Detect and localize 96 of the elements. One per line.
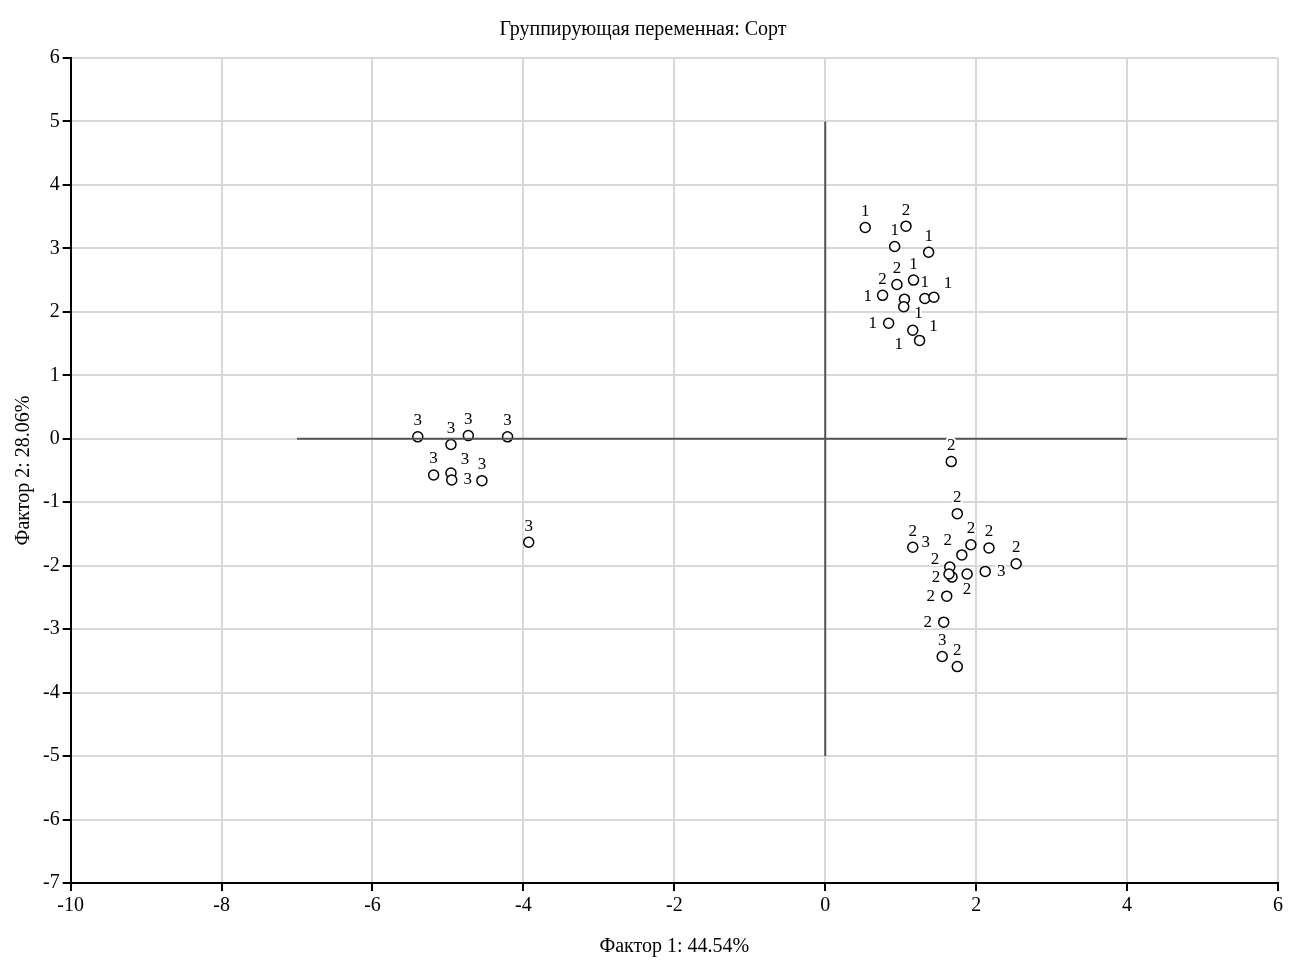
text: 1 (929, 315, 938, 335)
text: 2 (931, 566, 941, 586)
x-tick-label: -8 (213, 893, 230, 916)
series-label: 2 (962, 579, 972, 599)
point (876, 289, 889, 302)
text: 2 (892, 258, 902, 278)
point (888, 240, 901, 253)
point (445, 438, 457, 451)
y-tick-label: -2 (42, 552, 60, 575)
x-tick-label: -10 (57, 893, 84, 916)
y-tick-label: -6 (42, 806, 60, 829)
text: 1 (868, 312, 877, 332)
chart-title: Группирующая переменная: Сорт (499, 17, 787, 41)
x-tick-label: 0 (820, 893, 831, 916)
text: 1 (924, 225, 933, 245)
point (940, 590, 953, 602)
text: 2 (930, 549, 940, 569)
y-axis-title: Фактор 2: 28.06% (11, 395, 35, 546)
text: 1 (863, 286, 872, 306)
point (983, 542, 995, 554)
text: 3 (503, 410, 512, 430)
y-tick-label: 3 (49, 235, 60, 258)
text: 2 (943, 530, 953, 550)
text: 3 (477, 454, 487, 474)
point (1010, 558, 1022, 570)
point (907, 324, 919, 336)
point (859, 221, 871, 234)
point (937, 616, 950, 628)
point (913, 334, 926, 347)
text: 1 (894, 333, 904, 353)
text: 1 (860, 200, 870, 220)
text: 2 (953, 487, 962, 507)
point (928, 291, 940, 303)
y-tick-label: 2 (49, 299, 60, 322)
text: 2 (901, 199, 911, 219)
x-axis-title: Фактор 1: 44.54% (599, 934, 750, 958)
y-tick-label: 0 (49, 426, 60, 449)
series-label: 1 (914, 302, 923, 322)
text: 2 (953, 640, 962, 660)
y-tick-label: 5 (49, 108, 60, 131)
point (965, 539, 977, 551)
x-tick-label: -6 (364, 893, 381, 916)
text: 1 (943, 272, 953, 292)
point (427, 469, 440, 481)
x-tick-label: 2 (971, 893, 982, 916)
point (979, 565, 991, 578)
x-tick-label: -2 (665, 893, 683, 916)
text: 2 (926, 585, 935, 605)
point (907, 541, 919, 554)
text: 2 (878, 268, 887, 288)
y-tick-label: -1 (42, 489, 60, 512)
text: 2 (1011, 537, 1021, 557)
x-tick-label: 6 (1273, 893, 1283, 916)
text: 2 (908, 520, 918, 540)
y-tick-label: -5 (42, 743, 60, 766)
point (907, 274, 920, 286)
point (961, 568, 973, 580)
y-tick-label: 1 (49, 362, 60, 385)
text: 3 (464, 409, 473, 429)
point (936, 650, 948, 663)
x-tick-label: 4 (1122, 893, 1133, 916)
text: 3 (463, 469, 472, 489)
text: 3 (413, 410, 423, 430)
point (897, 301, 910, 313)
series-label: 3 (446, 417, 456, 437)
y-tick-label: 4 (49, 172, 60, 195)
point (445, 474, 458, 486)
point (919, 292, 931, 305)
point (951, 660, 964, 673)
x-tick-label: -4 (515, 893, 532, 916)
text: 3 (429, 448, 438, 468)
point (956, 549, 968, 561)
y-tick-label: -3 (42, 616, 60, 639)
text: 1 (890, 219, 899, 239)
point (922, 246, 935, 258)
text: 2 (947, 435, 956, 455)
text: 3 (937, 629, 947, 649)
text: 3 (524, 515, 533, 535)
point (891, 278, 903, 291)
text: 3 (460, 448, 470, 468)
text: 1 (909, 253, 918, 273)
point (951, 507, 964, 520)
text: 2 (984, 521, 994, 541)
text: 1 (920, 271, 930, 291)
point (522, 536, 535, 548)
y-tick-label: -7 (42, 870, 60, 893)
point (476, 474, 488, 487)
point (882, 317, 895, 330)
point (945, 455, 958, 468)
y-tick-label: 6 (49, 45, 60, 68)
text: 3 (921, 532, 930, 552)
text: 2 (966, 518, 976, 538)
text: 3 (996, 560, 1006, 580)
y-tick-label: -4 (42, 679, 60, 702)
text: 2 (923, 611, 932, 631)
point (900, 220, 912, 232)
